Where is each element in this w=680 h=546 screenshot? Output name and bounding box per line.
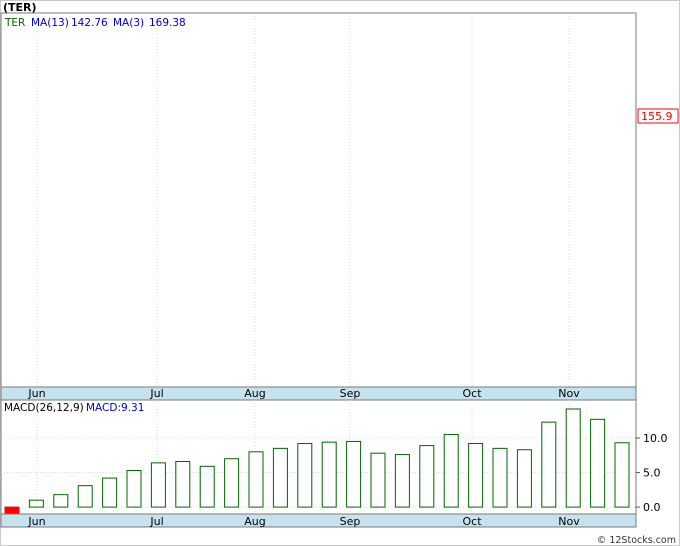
- macd-bar: [224, 458, 240, 508]
- month-label: Jul: [149, 387, 163, 400]
- macd-plot-area: [0, 399, 637, 515]
- macd-tick-label: 10.0: [643, 432, 668, 445]
- price-plot-area: [0, 12, 637, 388]
- month-label: Aug: [244, 515, 265, 528]
- month-label: Sep: [340, 515, 361, 528]
- current-price-value: 155.9: [641, 110, 673, 123]
- macd-bar: [297, 443, 313, 508]
- macd-bar: [565, 408, 581, 508]
- macd-bars: [4, 408, 630, 515]
- macd-bar: [370, 452, 386, 508]
- macd-bar: [199, 465, 215, 508]
- macd-bar: [468, 443, 484, 508]
- macd-bar: [28, 499, 44, 508]
- watermark: © 12Stocks.com: [597, 535, 676, 546]
- month-label: Nov: [558, 387, 580, 400]
- macd-bar: [126, 469, 142, 508]
- macd-bar: [590, 418, 606, 508]
- month-label: Jun: [27, 387, 45, 400]
- macd-bar: [394, 454, 410, 508]
- macd-bar: [443, 434, 459, 508]
- ma3-legend-label: MA(3): [113, 17, 144, 29]
- price-panel: 80.090.0100.0110.0120.0130.0140.0150.016…: [0, 1, 679, 401]
- macd-panel: 0.0 5.0 10.0 Jun Jul Aug Sep Oct Nov MACD(26,12…: [0, 399, 668, 528]
- ma13-legend-value: 142.76: [71, 17, 108, 29]
- ticker-legend: TER: [4, 17, 25, 29]
- macd-tick-label: 5.0: [643, 467, 661, 480]
- macd-bar-negative: [4, 506, 20, 515]
- ma3-legend-value: 169.38: [149, 17, 186, 29]
- macd-bar: [419, 445, 435, 508]
- macd-bar: [150, 462, 166, 508]
- macd-x-axis-band: [0, 513, 637, 528]
- month-label: Jul: [149, 515, 163, 528]
- month-label: Jun: [27, 515, 45, 528]
- price-x-axis-band: [0, 386, 637, 401]
- macd-tick-label: 0.0: [643, 501, 661, 514]
- macd-bar: [346, 440, 362, 508]
- macd-x-axis: Jun Jul Aug Sep Oct Nov: [27, 515, 580, 528]
- macd-bar: [248, 451, 264, 508]
- macd-bar: [492, 447, 508, 508]
- month-label: Oct: [462, 515, 482, 528]
- macd-bar: [272, 447, 288, 508]
- symbol-label: (TER): [3, 1, 37, 14]
- macd-y-axis: 0.0 5.0 10.0: [643, 432, 668, 514]
- ma13-legend-label: MA(13): [31, 17, 69, 29]
- macd-bar: [77, 485, 93, 508]
- macd-bar: [614, 442, 630, 508]
- macd-bar: [321, 441, 337, 508]
- price-x-axis: Jun Jul Aug Sep Oct Nov: [27, 387, 580, 400]
- month-label: Sep: [340, 387, 361, 400]
- macd-bar: [102, 477, 118, 508]
- current-price-tag: 155.9: [637, 108, 679, 124]
- macd-bar: [53, 494, 69, 508]
- macd-legend-label: MACD(26,12,9): [4, 402, 84, 414]
- macd-bar: [516, 449, 532, 508]
- macd-bar: [175, 460, 191, 508]
- month-label: Oct: [462, 387, 482, 400]
- month-label: Nov: [558, 515, 580, 528]
- macd-legend-value: MACD:9.31: [86, 402, 144, 414]
- macd-bar: [541, 421, 557, 508]
- month-label: Aug: [244, 387, 265, 400]
